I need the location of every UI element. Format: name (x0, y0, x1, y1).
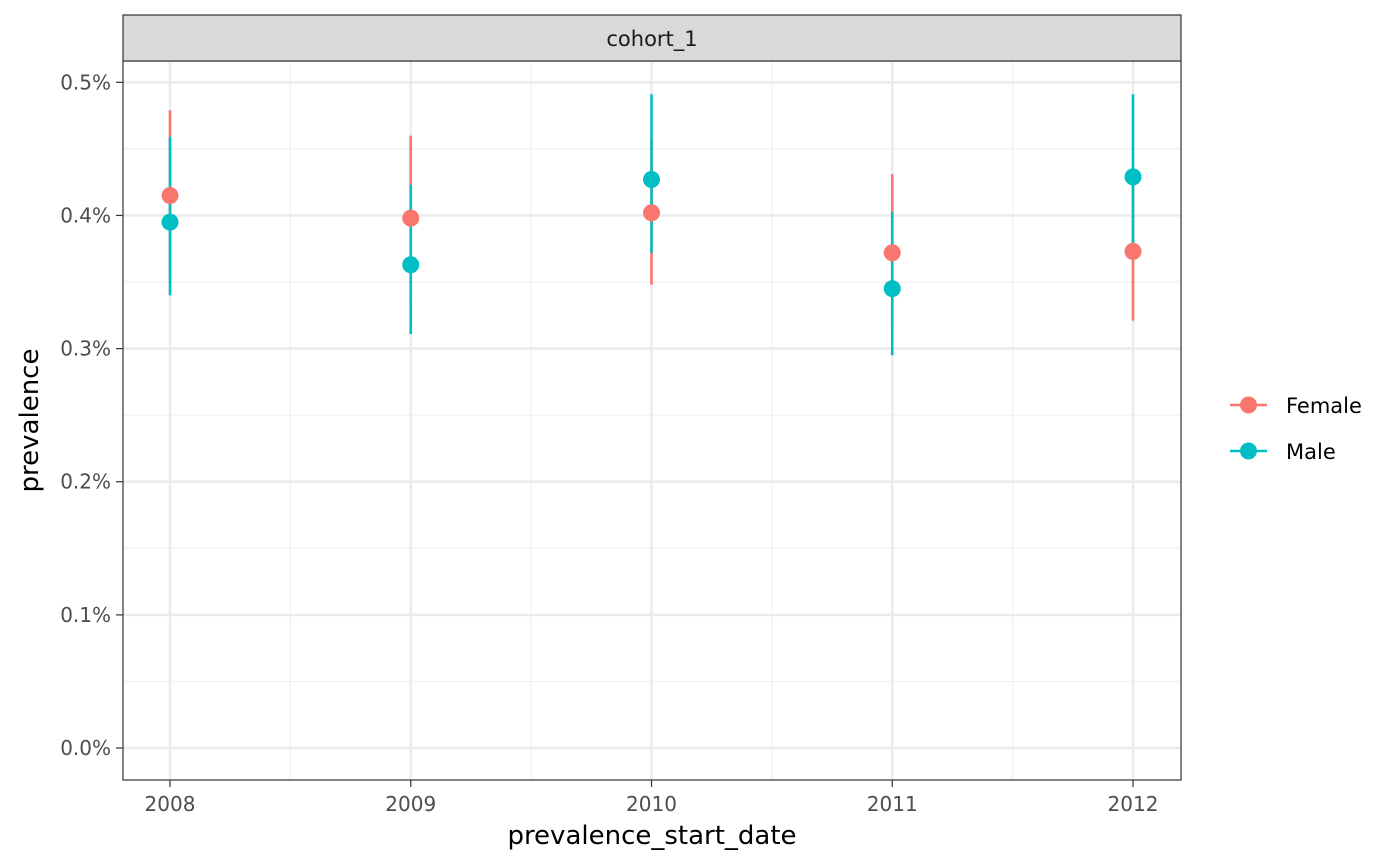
facet-strip-background (122, 14, 1182, 62)
x-tick-label: 2010 (626, 792, 677, 816)
data-point-male (161, 213, 179, 231)
y-tick-label: 0.5% (60, 70, 111, 94)
y-tick-label: 0.3% (60, 337, 111, 361)
data-point-female (883, 244, 901, 262)
data-point-female (643, 204, 660, 222)
data-point-male (883, 280, 901, 298)
data-point-female (402, 209, 420, 227)
y-tick-label: 0.2% (60, 470, 111, 494)
data-point-male (1124, 168, 1142, 186)
x-tick-label: 2009 (385, 792, 436, 816)
y-axis-title: prevalence (15, 349, 45, 493)
points-female (161, 186, 1142, 262)
legend-label: Male (1286, 440, 1336, 464)
points-male (161, 168, 1142, 298)
data-marks (161, 94, 1142, 356)
y-tick-label: 0.0% (60, 736, 111, 760)
data-point-male (643, 171, 660, 189)
legend-label: Female (1286, 394, 1362, 418)
facet-strip: cohort_1 (122, 14, 1182, 62)
legend-item-female: Female (1230, 394, 1362, 418)
legend-key-point (1240, 442, 1257, 460)
x-tick-label: 2012 (1108, 792, 1159, 816)
y-tick-label: 0.4% (60, 203, 111, 227)
legend: Female Male (1230, 394, 1362, 464)
legend-key-point (1240, 396, 1257, 414)
y-tick-label: 0.1% (60, 603, 111, 627)
x-tick-label: 2011 (867, 792, 918, 816)
x-tick-label: 2008 (145, 792, 196, 816)
facet-strip-label: cohort_1 (606, 27, 697, 52)
x-axis: 2008 2009 2010 2011 2012 (145, 780, 1159, 816)
data-point-male (402, 256, 420, 274)
data-point-female (1124, 242, 1142, 260)
legend-item-male: Male (1230, 440, 1336, 464)
y-axis: 0.0% 0.1% 0.2% 0.3% 0.4% 0.5% (60, 70, 123, 760)
x-axis-title: prevalence_start_date (507, 821, 796, 851)
data-point-female (161, 186, 179, 204)
